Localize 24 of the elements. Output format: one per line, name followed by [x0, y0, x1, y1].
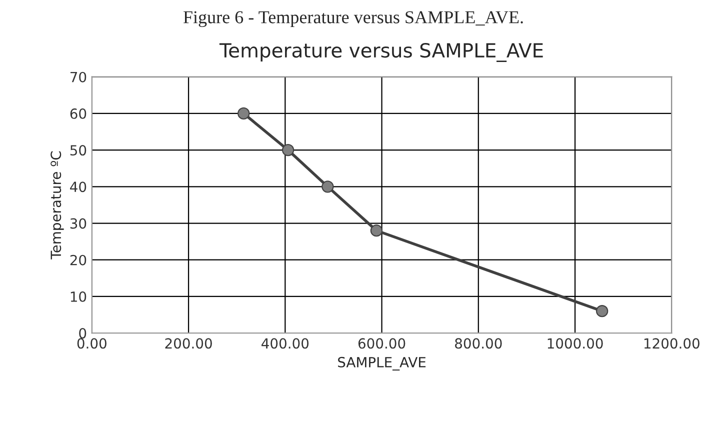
y-tick-label: 20 [70, 254, 86, 266]
chart-title: Temperature versus SAMPLE_AVE [219, 42, 543, 62]
y-axis-title: Temperature ºC [50, 151, 64, 260]
y-tick-label: 60 [70, 108, 86, 119]
y-tick-label: 0 [79, 328, 86, 339]
x-tick-label: 200.00 [165, 338, 212, 349]
x-tick-label: 1200.00 [644, 338, 700, 349]
x-tick-label: 1000.00 [548, 338, 603, 349]
x-tick-label: 800.00 [455, 338, 502, 349]
point [370, 224, 383, 237]
x-axis-title: SAMPLE_AVE [338, 356, 426, 370]
y-tick-label: 40 [70, 182, 86, 192]
x-tick-label: 0.00 [77, 338, 106, 349]
point [322, 180, 334, 193]
point [596, 305, 608, 318]
point [282, 144, 294, 156]
y-tick-label: 30 [70, 218, 86, 229]
y-tick-label: 10 [70, 291, 86, 302]
y-tick-label: 50 [70, 145, 86, 156]
caption: Figure 6 - Temperature versus SAMPLE_AVE. [183, 11, 523, 28]
x-tick-label: 600.00 [358, 338, 406, 349]
point [238, 107, 250, 120]
y-tick-label: 70 [70, 72, 86, 82]
x-tick-label: 400.00 [262, 338, 309, 349]
